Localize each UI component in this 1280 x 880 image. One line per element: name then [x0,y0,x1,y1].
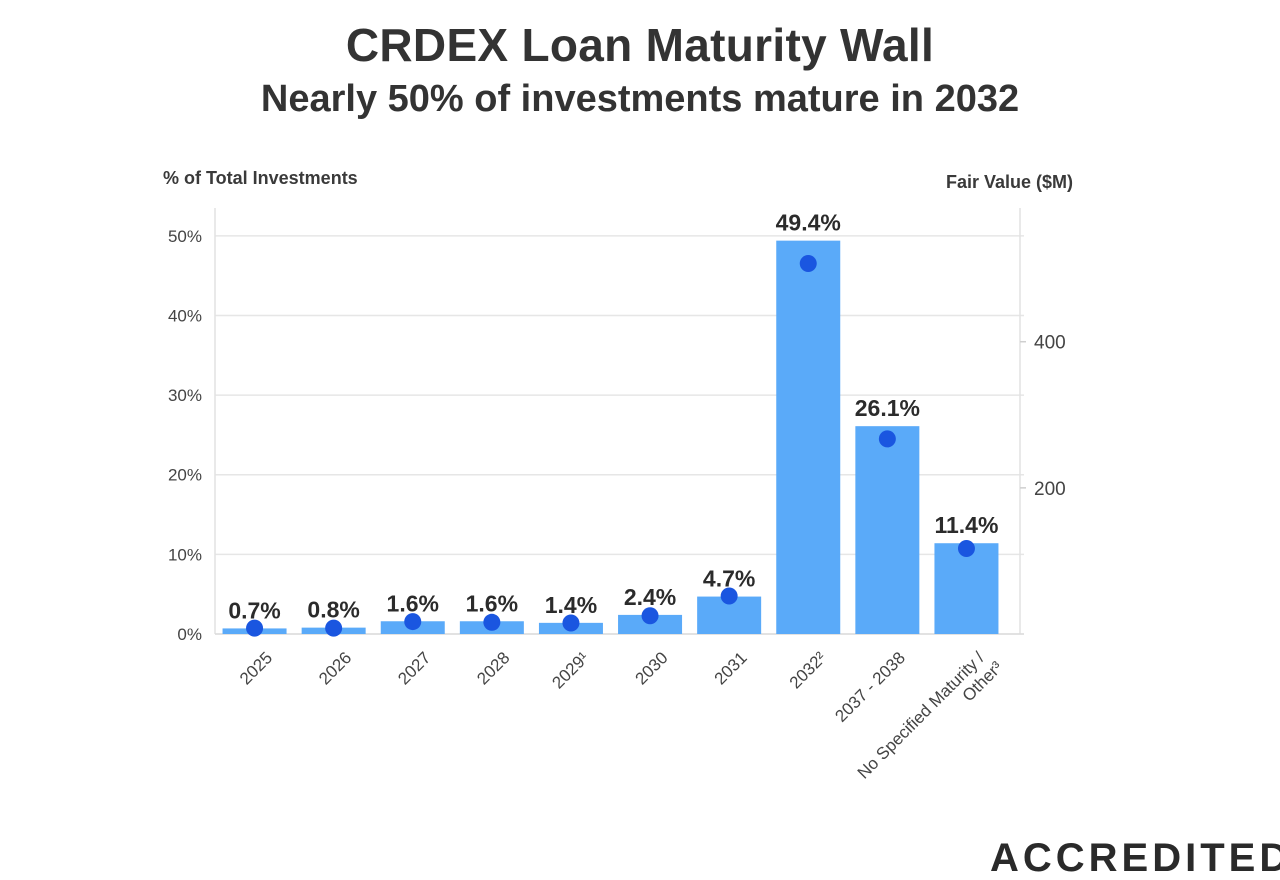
bar [934,543,999,634]
bar-data-label: 26.1% [855,395,920,421]
left-tick-label: 50% [168,227,202,246]
bar [855,426,920,634]
x-tick-label-line: 2027 [394,648,434,688]
bar-data-label: 4.7% [703,566,755,592]
x-tick-label: 2029¹ [548,648,592,692]
left-tick-label: 30% [168,386,202,405]
brand-logo-text: ACCREDITED [990,836,1280,880]
left-tick-label: 0% [177,625,202,644]
x-tick-label-line: 2025 [236,648,276,688]
x-tick-label-line: 2032² [786,648,830,692]
x-tick-label-line: 2029¹ [548,648,592,692]
left-tick-label: 10% [168,545,202,564]
fair-value-point [483,613,501,631]
bar-data-label: 1.6% [466,590,518,616]
bar-data-label: 49.4% [776,210,841,236]
x-tick-label: 2027 [394,648,434,688]
fair-value-point [562,614,580,632]
bar-data-label: 0.7% [228,597,280,623]
fair-value-point [720,587,738,605]
right-axis-title: Fair Value ($M) [946,172,1074,192]
fair-value-point [957,540,975,558]
bar-data-label: 1.6% [387,590,439,616]
bar-data-label: 0.8% [307,597,359,623]
x-tick-label: 2025 [236,648,276,688]
x-tick-label: 2032² [786,648,830,692]
fair-value-point [404,613,422,631]
bar [776,240,841,634]
fair-value-point [878,430,896,448]
right-tick-label: 200 [1034,479,1066,500]
fair-value-point [641,607,659,625]
left-tick-label: 20% [168,466,202,485]
x-tick-label-line: 2026 [315,648,355,688]
x-tick-label: 2030 [632,648,672,688]
x-tick-label-line: No Specified Maturity / [854,648,989,783]
bar-data-label: 1.4% [545,592,597,618]
chart-subtitle: Nearly 50% of investments mature in 2032 [260,78,1020,120]
fair-value-point [246,619,264,637]
bar [618,614,683,634]
right-tick-label: 400 [1034,333,1066,354]
x-tick-label: 2031 [711,648,751,688]
x-tick-label-line: 2037 - 2038 [831,648,909,726]
bar-data-label: 11.4% [934,512,998,538]
chart-title: CRDEX Loan Maturity Wall [345,19,935,71]
maturity-chart: 0% 10% 20% 30% 40% 50% 200 400 0.7% 2025 0.8% 2026 1… [168,208,1066,783]
x-tick-label-line: 2030 [632,648,672,688]
x-tick-label: 2037 - 2038 [831,648,909,726]
fair-value-point [799,255,817,273]
left-tick-label: 40% [168,306,202,325]
x-tick-label-line: 2031 [711,648,751,688]
bar-data-label: 2.4% [624,584,676,610]
x-tick-label: 2026 [315,648,355,688]
fair-value-point [325,619,343,637]
x-tick-label: 2028 [473,648,513,688]
left-axis-title: % of Total Investments [163,168,358,188]
x-tick-label-line: 2028 [473,648,513,688]
